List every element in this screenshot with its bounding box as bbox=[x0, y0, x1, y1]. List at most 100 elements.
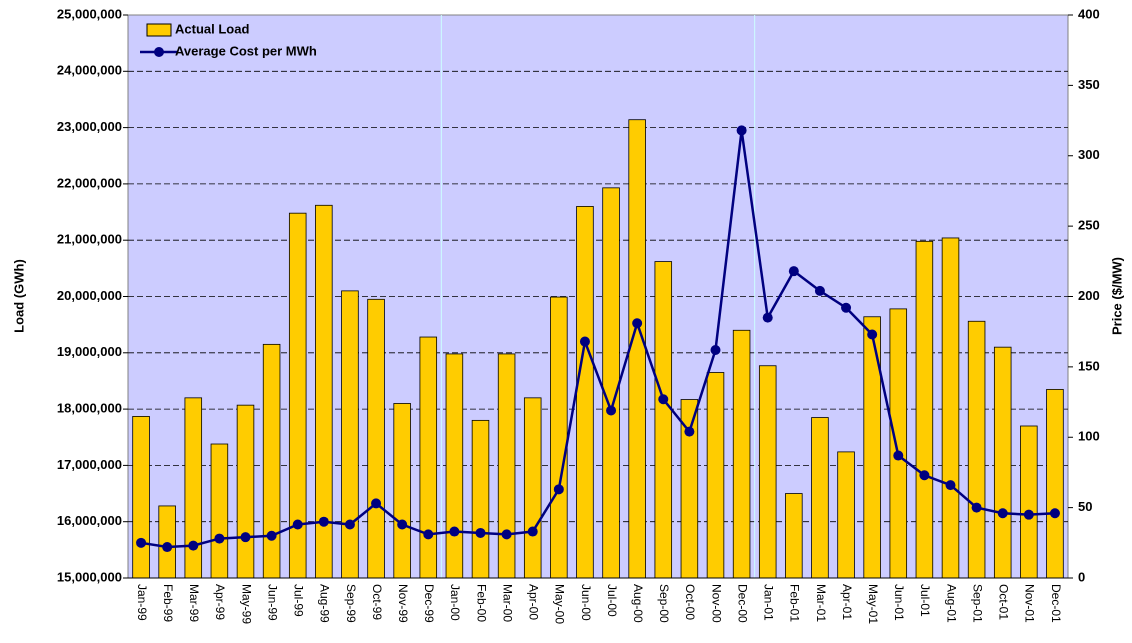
x-tick-label: Jun-01 bbox=[892, 584, 906, 621]
x-tick-label: Aug-01 bbox=[944, 584, 958, 623]
point bbox=[919, 470, 930, 481]
y-tick-label: 15,000,000 bbox=[57, 569, 122, 584]
x-tick-label: Sep-01 bbox=[970, 584, 984, 623]
point bbox=[397, 519, 408, 530]
point bbox=[684, 426, 695, 437]
bar bbox=[811, 417, 829, 579]
bar bbox=[132, 416, 150, 579]
point bbox=[788, 266, 799, 277]
point bbox=[136, 537, 147, 548]
x-tick-label: Mar-00 bbox=[500, 584, 514, 622]
point bbox=[344, 519, 355, 530]
y-tick-label: 22,000,000 bbox=[57, 175, 122, 190]
x-tick-label: Jul-99 bbox=[292, 584, 306, 617]
x-tick-label: Oct-01 bbox=[997, 584, 1011, 620]
bar bbox=[706, 372, 725, 579]
y-tick-label: 20,000,000 bbox=[57, 288, 122, 303]
y2-tick-label: 0 bbox=[1078, 569, 1085, 584]
x-tick-label: Jun-00 bbox=[579, 584, 593, 621]
x-tick-label: May-01 bbox=[866, 584, 880, 624]
bar bbox=[367, 298, 385, 579]
point bbox=[945, 480, 956, 491]
bar bbox=[210, 443, 229, 579]
x-tick-label: Feb-99 bbox=[161, 584, 175, 622]
y-tick-label: 19,000,000 bbox=[57, 344, 122, 359]
point bbox=[292, 519, 303, 530]
legend-swatch bbox=[146, 23, 172, 37]
point bbox=[162, 542, 173, 553]
x-tick-label: Nov-99 bbox=[396, 584, 410, 623]
point bbox=[841, 302, 852, 313]
y2-tick-label: 300 bbox=[1078, 147, 1100, 162]
x-tick-label: Aug-00 bbox=[631, 584, 645, 623]
bar bbox=[628, 119, 646, 579]
bar bbox=[393, 403, 411, 579]
bar bbox=[158, 505, 176, 579]
x-tick-label: May-99 bbox=[239, 584, 253, 624]
point bbox=[658, 394, 669, 405]
y-tick-label: 21,000,000 bbox=[57, 232, 122, 247]
point bbox=[606, 405, 617, 416]
x-tick-label: Apr-00 bbox=[527, 584, 541, 620]
bar bbox=[523, 397, 542, 579]
legend-label: Actual Load bbox=[175, 21, 249, 36]
bar bbox=[419, 336, 438, 579]
x-tick-label: Aug-99 bbox=[318, 584, 332, 623]
point bbox=[475, 527, 486, 538]
x-tick-label: Sep-00 bbox=[657, 584, 671, 623]
bar bbox=[471, 419, 490, 579]
bar bbox=[758, 365, 777, 579]
x-tick-label: Jun-99 bbox=[265, 584, 279, 621]
bar bbox=[262, 343, 281, 579]
x-tick-label: Oct-00 bbox=[683, 584, 697, 620]
y-tick-label: 23,000,000 bbox=[57, 119, 122, 134]
x-tick-label: Feb-01 bbox=[788, 584, 802, 622]
x-tick-label: Dec-01 bbox=[1049, 584, 1063, 623]
x-tick-label: Jul-01 bbox=[918, 584, 932, 617]
bar bbox=[236, 404, 255, 579]
bar bbox=[967, 320, 986, 579]
legend-swatch bbox=[154, 47, 164, 57]
x-tick-label: May-00 bbox=[553, 584, 567, 624]
x-tick-label: Dec-00 bbox=[735, 584, 749, 623]
x-tick-label: Mar-99 bbox=[187, 584, 201, 622]
x-tick-label: Apr-99 bbox=[213, 584, 227, 620]
point bbox=[971, 502, 982, 513]
bar bbox=[889, 308, 908, 579]
point bbox=[371, 498, 382, 509]
x-tick-label: Dec-99 bbox=[422, 584, 436, 623]
point bbox=[814, 285, 825, 296]
y2-tick-label: 100 bbox=[1078, 429, 1100, 444]
point bbox=[240, 532, 251, 543]
x-tick-label: Jan-01 bbox=[762, 584, 776, 621]
x-tick-label: Sep-99 bbox=[344, 584, 358, 623]
point bbox=[553, 484, 564, 495]
bar bbox=[550, 296, 568, 579]
point bbox=[579, 336, 590, 347]
y-tick-label: 17,000,000 bbox=[57, 457, 122, 472]
point bbox=[1023, 509, 1034, 520]
bar bbox=[785, 493, 803, 579]
y-tick-label: 25,000,000 bbox=[57, 6, 122, 21]
bar bbox=[602, 187, 620, 579]
point bbox=[449, 526, 460, 537]
bar bbox=[184, 397, 203, 579]
y2-axis-title: Price ($/MW) bbox=[1109, 257, 1124, 335]
bar bbox=[837, 451, 855, 579]
y-axis-title: Load (GWh) bbox=[11, 259, 26, 333]
point bbox=[893, 450, 904, 461]
point bbox=[867, 329, 878, 340]
y2-tick-label: 50 bbox=[1078, 499, 1092, 514]
bar bbox=[341, 290, 359, 579]
x-tick-label: Jan-00 bbox=[448, 584, 462, 621]
bar bbox=[654, 261, 673, 579]
point bbox=[1049, 508, 1060, 519]
y2-tick-label: 350 bbox=[1078, 77, 1100, 92]
y2-tick-label: 400 bbox=[1078, 6, 1100, 21]
point bbox=[736, 125, 747, 136]
bar bbox=[993, 346, 1012, 579]
point bbox=[997, 508, 1008, 519]
x-tick-label: Mar-01 bbox=[814, 584, 828, 622]
x-tick-label: Oct-99 bbox=[370, 584, 384, 620]
